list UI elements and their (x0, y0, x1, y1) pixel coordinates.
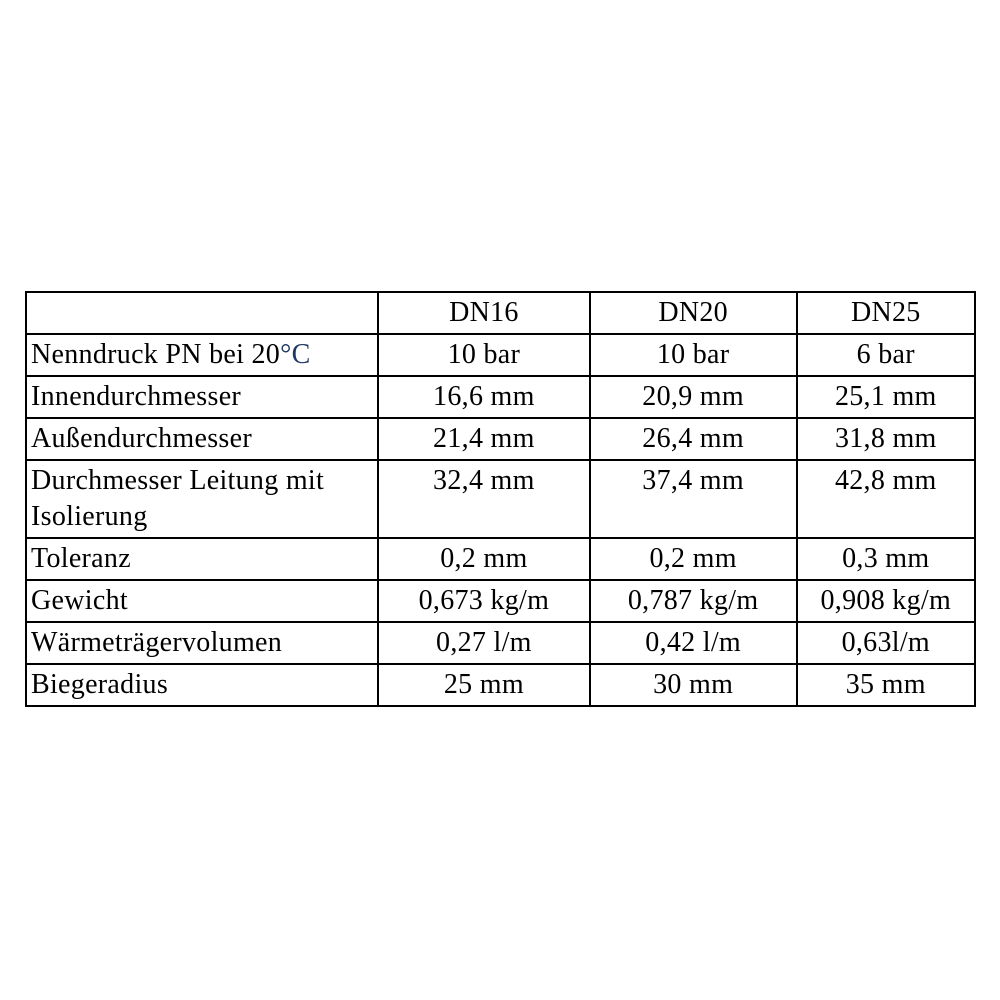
table-row: Nenndruck PN bei 20°C 10 bar 10 bar 6 ba… (24, 333, 977, 377)
row-label: Außendurchmesser (24, 417, 380, 461)
row-label-text: Wärmeträgervolumen (31, 627, 283, 658)
table-row: Innendurchmesser 16,6 mm 20,9 mm 25,1 mm (24, 375, 977, 419)
cell-value-dn25: 6 bar (795, 333, 977, 377)
row-label-text: Biegeradius (31, 669, 169, 700)
cell-value-dn16: 0,2 mm (377, 537, 591, 581)
cell-value-dn16: 16,6 mm (377, 375, 591, 419)
cell-value-dn20: 10 bar (588, 333, 798, 377)
row-label-text: Außendurchmesser (31, 423, 252, 454)
header-cell-empty (24, 291, 380, 335)
cell-value-dn20: 0,2 mm (588, 537, 798, 581)
row-label: Gewicht (24, 579, 380, 623)
cell-value-dn16: 21,4 mm (377, 417, 591, 461)
row-label: Nenndruck PN bei 20°C (24, 333, 380, 377)
cell-value-dn25: 42,8 mm (795, 459, 977, 539)
cell-value-dn16: 10 bar (377, 333, 591, 377)
row-label-accent: °C (280, 339, 311, 370)
table-row: Gewicht 0,673 kg/m 0,787 kg/m 0,908 kg/m (24, 579, 977, 623)
row-label: Durchmesser Leitung mit Isolierung (24, 459, 380, 539)
header-cell-dn16: DN16 (377, 291, 591, 335)
cell-value-dn20: 30 mm (588, 663, 798, 707)
cell-value-dn16: 0,673 kg/m (377, 579, 591, 623)
table-row: Biegeradius 25 mm 30 mm 35 mm (24, 663, 977, 707)
row-label-text: Nenndruck PN bei 20 (31, 339, 281, 370)
table-row: Toleranz 0,2 mm 0,2 mm 0,3 mm (24, 537, 977, 581)
row-label-text: Durchmesser Leitung mit Isolierung (31, 465, 325, 532)
cell-value-dn20: 0,42 l/m (588, 621, 798, 665)
cell-value-dn25: 35 mm (795, 663, 977, 707)
specs-table: DN16 DN20 DN25 Nenndruck PN bei 20°C 10 … (24, 291, 977, 707)
table-row: Außendurchmesser 21,4 mm 26,4 mm 31,8 mm (24, 417, 977, 461)
row-label: Wärmeträgervolumen (24, 621, 380, 665)
row-label-text: Innendurchmesser (31, 381, 242, 412)
row-label: Innendurchmesser (24, 375, 380, 419)
cell-value-dn25: 0,3 mm (795, 537, 977, 581)
cell-value-dn20: 20,9 mm (588, 375, 798, 419)
row-label: Biegeradius (24, 663, 380, 707)
table-row: Durchmesser Leitung mit Isolierung 32,4 … (24, 459, 977, 539)
table-row: Wärmeträgervolumen 0,27 l/m 0,42 l/m 0,6… (24, 621, 977, 665)
header-cell-dn20: DN20 (588, 291, 798, 335)
row-label-text: Toleranz (31, 543, 131, 574)
row-label-text: Gewicht (31, 585, 128, 616)
cell-value-dn16: 32,4 mm (377, 459, 591, 539)
cell-value-dn20: 0,787 kg/m (588, 579, 798, 623)
cell-value-dn25: 0,63l/m (795, 621, 977, 665)
header-cell-dn25: DN25 (795, 291, 977, 335)
cell-value-dn25: 31,8 mm (795, 417, 977, 461)
cell-value-dn20: 26,4 mm (588, 417, 798, 461)
cell-value-dn20: 37,4 mm (588, 459, 798, 539)
header-row: DN16 DN20 DN25 (24, 291, 977, 335)
row-label: Toleranz (24, 537, 380, 581)
cell-value-dn25: 0,908 kg/m (795, 579, 977, 623)
cell-value-dn16: 0,27 l/m (377, 621, 591, 665)
cell-value-dn16: 25 mm (377, 663, 591, 707)
cell-value-dn25: 25,1 mm (795, 375, 977, 419)
